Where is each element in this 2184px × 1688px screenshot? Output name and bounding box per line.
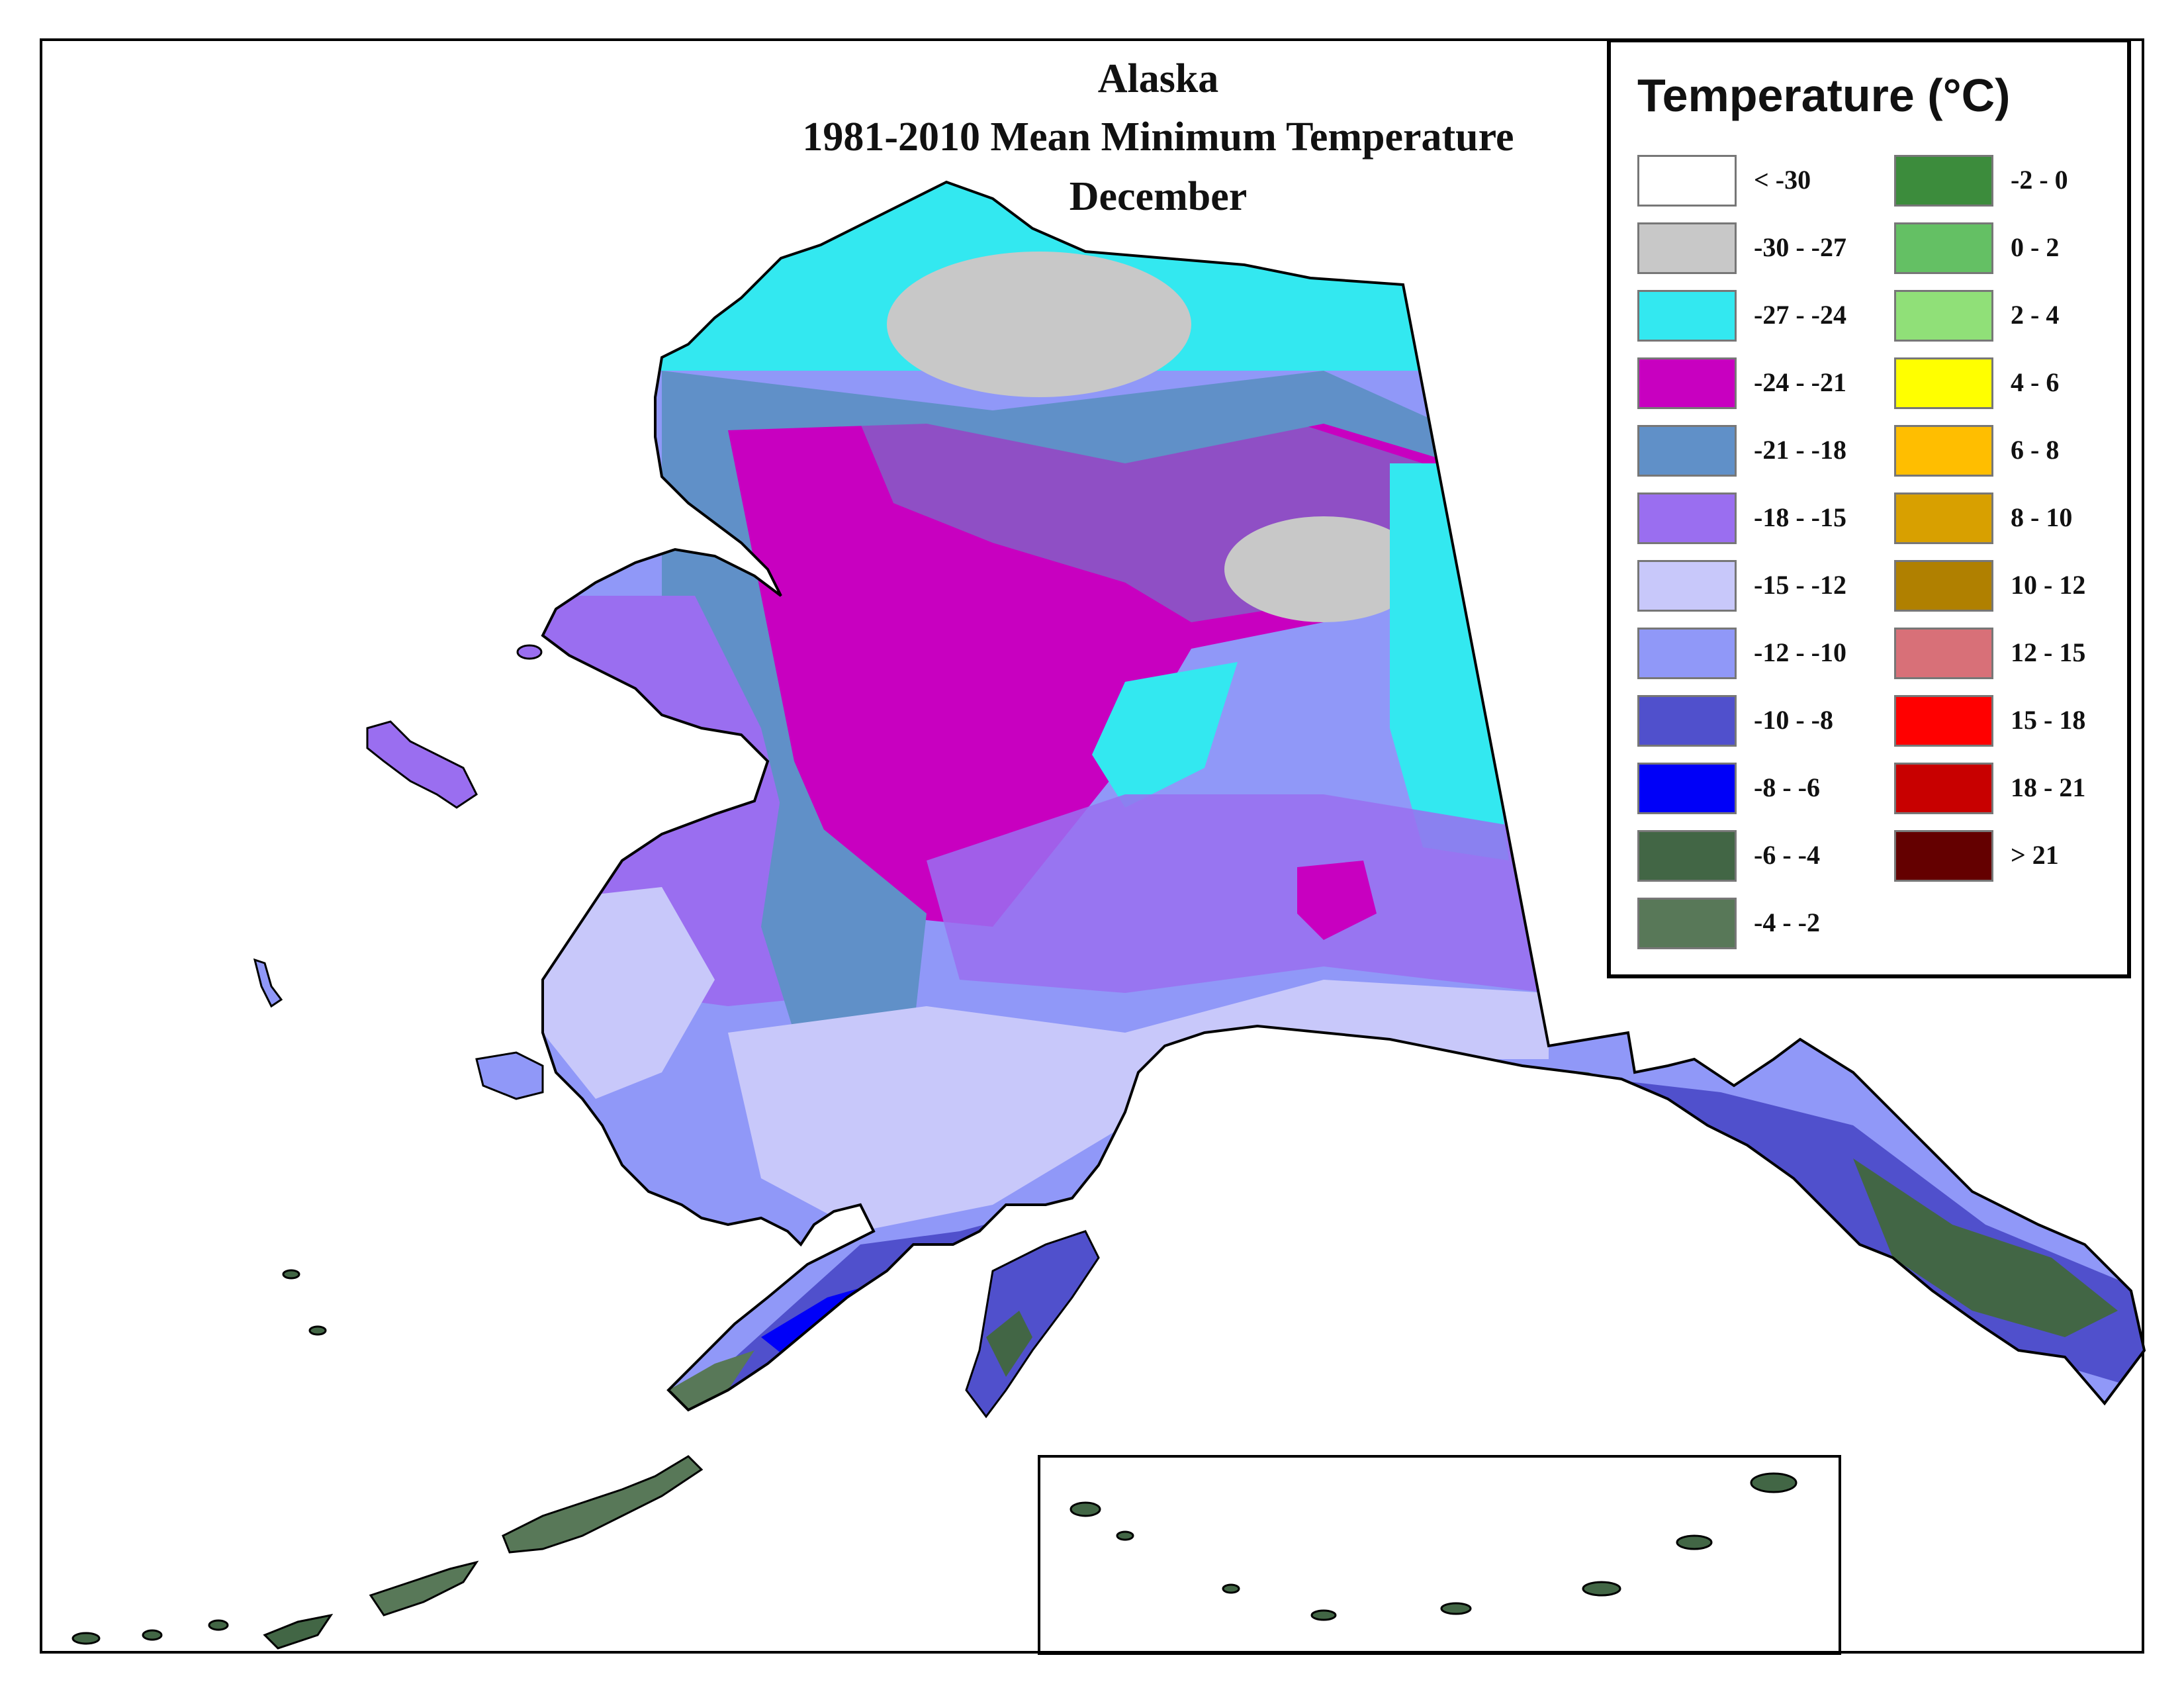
- legend-item: -12 - -10: [1637, 628, 1846, 695]
- legend-label: -21 - -18: [1754, 435, 1846, 465]
- legend-swatch: [1894, 830, 1993, 882]
- legend-item: 8 - 10: [1894, 492, 2085, 560]
- temperature-legend: Temperature (°C) < -30 -30 - -27 -27 - -24…: [1607, 38, 2131, 978]
- aleutian-inset-frame: [1038, 1455, 1841, 1655]
- legend-item: 6 - 8: [1894, 425, 2085, 492]
- legend-item: < -30: [1637, 155, 1846, 222]
- legend-swatch: [1894, 222, 1993, 274]
- legend-label: < -30: [1754, 165, 1811, 195]
- legend-swatch: [1637, 425, 1737, 477]
- legend-swatch: [1637, 628, 1737, 679]
- legend-item: -21 - -18: [1637, 425, 1846, 492]
- legend-swatch: [1637, 492, 1737, 544]
- legend-label: -24 - -21: [1754, 367, 1846, 397]
- legend-item: > 21: [1894, 830, 2085, 898]
- legend-swatch: [1894, 628, 1993, 679]
- map-title-line-3: December: [1069, 174, 1248, 219]
- legend-label: > 21: [2011, 840, 2059, 870]
- legend-column-right: -2 - 0 0 - 2 2 - 4 4 - 6 6 - 8 8 - 10 10 - 12 1…: [1894, 155, 2085, 898]
- pribilof-islands: [282, 1269, 327, 1336]
- legend-label: -4 - -2: [1754, 908, 1820, 937]
- legend-label: -30 - -27: [1754, 232, 1846, 262]
- legend-label: -27 - -24: [1754, 300, 1846, 330]
- legend-swatch: [1637, 222, 1737, 274]
- legend-swatch: [1894, 695, 1993, 747]
- legend-item: -2 - 0: [1894, 155, 2085, 222]
- legend-label: -6 - -4: [1754, 840, 1820, 870]
- legend-label: 2 - 4: [2011, 300, 2060, 330]
- legend-label: 0 - 2: [2011, 232, 2060, 262]
- legend-label: -15 - -12: [1754, 570, 1846, 600]
- legend-swatch: [1894, 492, 1993, 544]
- aleutian-islands: [71, 1455, 704, 1650]
- legend-item: 10 - 12: [1894, 560, 2085, 628]
- legend-title: Temperature (°C): [1637, 70, 2011, 121]
- legend-swatch: [1637, 155, 1737, 207]
- legend-label: 15 - 18: [2011, 705, 2086, 735]
- nunivak-island: [475, 1051, 544, 1100]
- legend-swatch: [1637, 290, 1737, 342]
- legend-item: 15 - 18: [1894, 695, 2085, 763]
- legend-label: -10 - -8: [1754, 705, 1833, 735]
- legend-item: 18 - 21: [1894, 763, 2085, 830]
- legend-swatch: [1637, 357, 1737, 409]
- legend-swatch: [1637, 898, 1737, 949]
- legend-label: 18 - 21: [2011, 773, 2086, 802]
- legend-item: -10 - -8: [1637, 695, 1846, 763]
- legend-item: -15 - -12: [1637, 560, 1846, 628]
- legend-item: 12 - 15: [1894, 628, 2085, 695]
- st-lawrence-island: [366, 720, 478, 809]
- legend-swatch: [1637, 830, 1737, 882]
- alaska-coastline: [541, 180, 2146, 1412]
- legend-label: -8 - -6: [1754, 773, 1820, 802]
- legend-item: -30 - -27: [1637, 222, 1846, 290]
- legend-item: -6 - -4: [1637, 830, 1846, 898]
- legend-item: -18 - -15: [1637, 492, 1846, 560]
- legend-label: -2 - 0: [2011, 165, 2068, 195]
- legend-label: -12 - -10: [1754, 637, 1846, 667]
- legend-column-left: < -30 -30 - -27 -27 - -24 -24 - -21 -21 - -1…: [1637, 155, 1846, 965]
- legend-swatch: [1894, 155, 1993, 207]
- kodiak-island: [965, 1230, 1100, 1419]
- legend-label: 6 - 8: [2011, 435, 2060, 465]
- small-islands: [253, 644, 543, 1008]
- legend-label: 10 - 12: [2011, 570, 2086, 600]
- legend-label: -18 - -15: [1754, 502, 1846, 532]
- legend-label: 8 - 10: [2011, 502, 2073, 532]
- legend-label: 4 - 6: [2011, 367, 2060, 397]
- legend-swatch: [1637, 560, 1737, 612]
- legend-item: -8 - -6: [1637, 763, 1846, 830]
- legend-swatch: [1894, 425, 1993, 477]
- legend-swatch: [1637, 763, 1737, 814]
- map-title-line-1: Alaska: [1097, 56, 1219, 101]
- legend-item: -24 - -21: [1637, 357, 1846, 425]
- map-title-line-2: 1981-2010 Mean Minimum Temperature: [802, 115, 1514, 160]
- legend-swatch: [1894, 560, 1993, 612]
- legend-swatch: [1894, 357, 1993, 409]
- legend-swatch: [1894, 763, 1993, 814]
- legend-label: 12 - 15: [2011, 637, 2086, 667]
- aleutian-inset-islands: [1069, 1472, 1797, 1621]
- legend-item: 4 - 6: [1894, 357, 2085, 425]
- legend-item: -27 - -24: [1637, 290, 1846, 357]
- legend-item: 2 - 4: [1894, 290, 2085, 357]
- legend-item: 0 - 2: [1894, 222, 2085, 290]
- legend-item: -4 - -2: [1637, 898, 1846, 965]
- legend-swatch: [1894, 290, 1993, 342]
- legend-swatch: [1637, 695, 1737, 747]
